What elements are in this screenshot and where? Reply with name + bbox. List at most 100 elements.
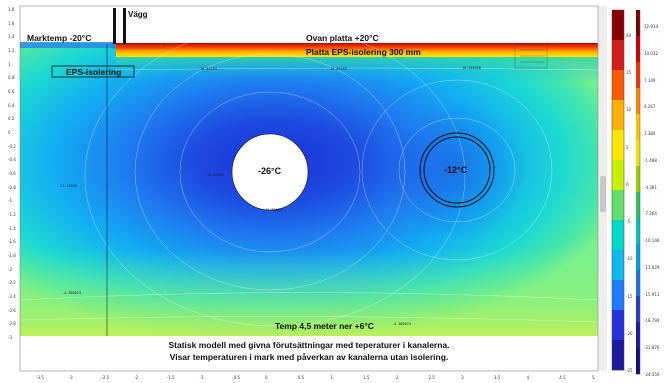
right-pipe-temp: -12°C [444, 165, 468, 175]
probe-value: -12.82681 [205, 173, 224, 177]
colorbar-segment [636, 140, 640, 167]
above-slab-label: Ovan platta +20°C [306, 33, 379, 43]
colorbar-segment [612, 70, 624, 101]
colorbar-segment [636, 166, 640, 193]
colorbar-segment [636, 62, 640, 89]
colorbar-segment [636, 218, 640, 245]
y-tick-label: 0.6 [8, 89, 15, 94]
colorbar-segment [612, 160, 624, 191]
colorbar-tick-label: -4.381 [644, 184, 657, 190]
caption-area [20, 336, 598, 371]
colorbar-tick-label: 0 [626, 181, 629, 187]
colorbar-tick-label: -25 [626, 368, 633, 373]
x-tick-label: -1 [199, 375, 204, 380]
colorbar-tick-label: 15 [626, 70, 632, 76]
x-tick-label: 3 [461, 375, 464, 380]
colorbar-tick-label: -10.146 [644, 238, 660, 244]
colorbar-tick-label: -15.911 [644, 291, 660, 297]
right-pipe-inner [423, 136, 491, 204]
probe-value: 16.81103 [330, 67, 347, 71]
eps-insulation-label: EPS-isolering [66, 67, 122, 77]
y-tick-label: 1.8 [8, 7, 15, 12]
x-tick-label: 3.5 [493, 375, 501, 380]
colorbar-tick-label: 10 [626, 107, 632, 113]
right-pipe-outer [419, 132, 495, 208]
x-tick-label: 0.5 [297, 375, 305, 380]
colorbar-tick-label: 10.032 [644, 50, 658, 56]
colorbar-tick-label: -15 [626, 293, 633, 299]
colorbar-segment [612, 10, 624, 41]
scrollbar-thumb[interactable] [600, 176, 606, 212]
colorbar-segment [636, 322, 640, 349]
y-tick-label: -0.8 [8, 184, 16, 190]
colorbar-inner-frame [611, 9, 625, 371]
y-tick-label: -0.6 [8, 171, 16, 176]
colorbar-inner [612, 10, 624, 371]
x-tick-label: 5 [592, 375, 595, 380]
left-pipe-temp: -26°C [258, 166, 282, 176]
probe-value: 16.81103 [200, 67, 217, 71]
x-tick-label: -0.5 [232, 375, 241, 380]
wall-element [113, 8, 116, 44]
colorbar-segment [612, 220, 624, 251]
x-tick-label: 2 [395, 375, 399, 380]
colorbar-tick-label: -13.029 [644, 264, 660, 270]
colorbar-segment [636, 244, 640, 271]
colorbar-segment [612, 40, 624, 71]
warm-bottom-zone [20, 250, 598, 336]
colorbar-segment [612, 340, 624, 371]
colorbar-tick-label: -7.264 [644, 211, 657, 217]
colorbar-segment [636, 296, 640, 323]
wall-label: Vägg [128, 10, 148, 19]
x-tick-label: 4 [526, 375, 530, 380]
y-tick-label: -2.4 [8, 294, 16, 299]
ground-surface-band [20, 42, 116, 48]
y-tick-label: -0.4 [8, 157, 16, 163]
colorbar-outer [636, 10, 640, 375]
isotherm-lines [19, 25, 599, 327]
colorbar-tick-label: 1.384 [644, 131, 656, 137]
y-tick-label: -3 [8, 335, 12, 340]
colorbar-tick-label: -10 [626, 256, 633, 262]
colorbar-tick-label: -18.794 [644, 318, 660, 324]
colorbar-tick-label: 20 [626, 33, 632, 38]
y-tick-label: -2.8 [8, 321, 16, 327]
y-tick-label: -0.2 [8, 143, 16, 149]
y-tick-label: 0.2 [8, 116, 15, 122]
x-tick-label: -1.5 [166, 375, 175, 380]
colorbar-segment [612, 280, 624, 311]
slab-mesh-marks [111, 43, 548, 69]
y-tick-label: 0.8 [8, 75, 15, 81]
y-tick-label: -1 [8, 198, 12, 204]
colorbar-segment [612, 190, 624, 221]
colorbar-tick-label: -24.559 [644, 372, 660, 377]
y-tick-label: 1 [8, 61, 11, 67]
y-tick-label: 0.4 [8, 102, 15, 108]
bottom-temp-label: Temp 4,5 meter ner +6°C [275, 321, 374, 331]
x-tick-label: 4.5 [559, 375, 566, 380]
probe-value: -12.82681 [263, 208, 282, 212]
colorbar-tick-label: -20 [626, 330, 633, 336]
y-tick-label: 0 [8, 130, 11, 135]
y-tick-label: -2 [8, 266, 12, 272]
colorbar-segment [636, 270, 640, 297]
y-tick-label: 1.4 [8, 34, 15, 40]
x-tick-label: -2.5 [101, 375, 110, 380]
y-tick-label: -1.2 [8, 212, 16, 217]
y-tick-label: -2.6 [8, 307, 16, 313]
slab-heat-band [116, 43, 598, 57]
above-ground-area [20, 6, 598, 43]
probe-value: -4.366074 [62, 291, 81, 295]
y-tick-label: 1.2 [8, 48, 15, 53]
caption-line-2: Visar temperaturen i mark med påverkan a… [169, 352, 449, 362]
vertical-scrollbar[interactable] [598, 6, 607, 371]
wall-element-inner [123, 8, 126, 44]
colorbar-tick-label: 7.149 [644, 77, 656, 83]
colorbar-segment [636, 114, 640, 141]
caption-line-1: Statisk modell med givna förutsättningar… [168, 340, 450, 350]
colorbar-segment [612, 310, 624, 341]
probe-value: 16.146456 [462, 66, 481, 70]
eps-insulation-box [51, 65, 135, 78]
x-tick-label: -3.5 [36, 375, 44, 380]
